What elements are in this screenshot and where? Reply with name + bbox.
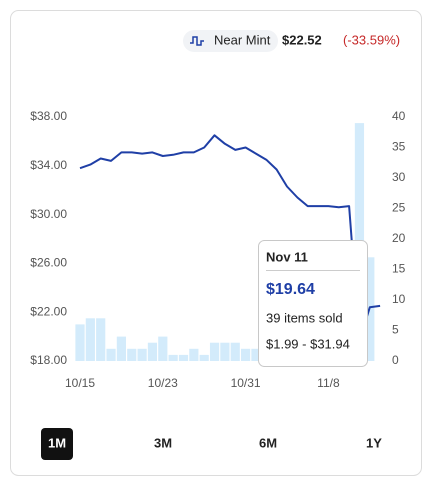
legend-change: (-33.59%) bbox=[343, 32, 400, 47]
price-line bbox=[79, 134, 381, 342]
range-button[interactable]: 1Y bbox=[366, 435, 382, 450]
y2-tick-label: 20 bbox=[392, 231, 406, 245]
bar bbox=[127, 348, 137, 361]
legend-pill bbox=[183, 30, 278, 52]
bar bbox=[96, 318, 106, 361]
tooltip-box bbox=[258, 240, 368, 367]
bar bbox=[168, 354, 178, 361]
tooltip-date: Nov 11 bbox=[266, 249, 308, 264]
y2-tick-label: 30 bbox=[392, 170, 406, 184]
bar bbox=[85, 318, 95, 361]
legend-name: Near Mint bbox=[214, 32, 271, 47]
bar bbox=[220, 342, 230, 361]
bar bbox=[251, 348, 261, 361]
y2-tick-label: 5 bbox=[392, 323, 399, 337]
y-tick-label: $26.00 bbox=[30, 256, 67, 270]
tooltip-sold: 39 items sold bbox=[266, 310, 343, 325]
y-tick-label: $22.00 bbox=[30, 304, 67, 318]
y-tick-label: $38.00 bbox=[30, 109, 67, 123]
range-button[interactable]: 1M bbox=[48, 435, 66, 450]
y2-tick-label: 25 bbox=[392, 201, 406, 215]
bar bbox=[116, 336, 126, 361]
y2-tick-label: 0 bbox=[392, 353, 399, 367]
bar bbox=[147, 342, 158, 361]
x-tick-label: 10/23 bbox=[148, 376, 178, 390]
tooltip-range: $1.99 - $31.94 bbox=[266, 336, 350, 351]
bar bbox=[106, 348, 116, 361]
x-tick-label: 11/8 bbox=[317, 376, 340, 390]
bar bbox=[199, 354, 209, 361]
y-tick-label: $18.00 bbox=[30, 353, 67, 367]
y-tick-label: $34.00 bbox=[30, 158, 67, 172]
x-tick-label: 10/31 bbox=[231, 376, 261, 390]
y2-tick-label: 10 bbox=[392, 292, 406, 306]
range-button-bg[interactable] bbox=[41, 428, 73, 460]
tooltip-price: $19.64 bbox=[266, 281, 315, 298]
legend-price: $22.52 bbox=[282, 32, 322, 47]
y2-tick-label: 15 bbox=[392, 262, 406, 276]
legend-icon bbox=[190, 36, 204, 46]
y2-tick-label: 40 bbox=[392, 109, 406, 123]
bar bbox=[178, 354, 189, 361]
bar bbox=[137, 348, 147, 361]
bar bbox=[158, 336, 168, 361]
x-tick-label: 10/15 bbox=[65, 376, 95, 390]
range-button[interactable]: 3M bbox=[154, 435, 172, 450]
bar bbox=[241, 348, 251, 361]
bar bbox=[189, 348, 199, 361]
bar bbox=[75, 324, 85, 361]
bar bbox=[209, 342, 220, 361]
y-tick-label: $30.00 bbox=[30, 207, 67, 221]
y2-tick-label: 35 bbox=[392, 140, 406, 154]
range-button[interactable]: 6M bbox=[259, 435, 277, 450]
bar bbox=[230, 342, 240, 361]
